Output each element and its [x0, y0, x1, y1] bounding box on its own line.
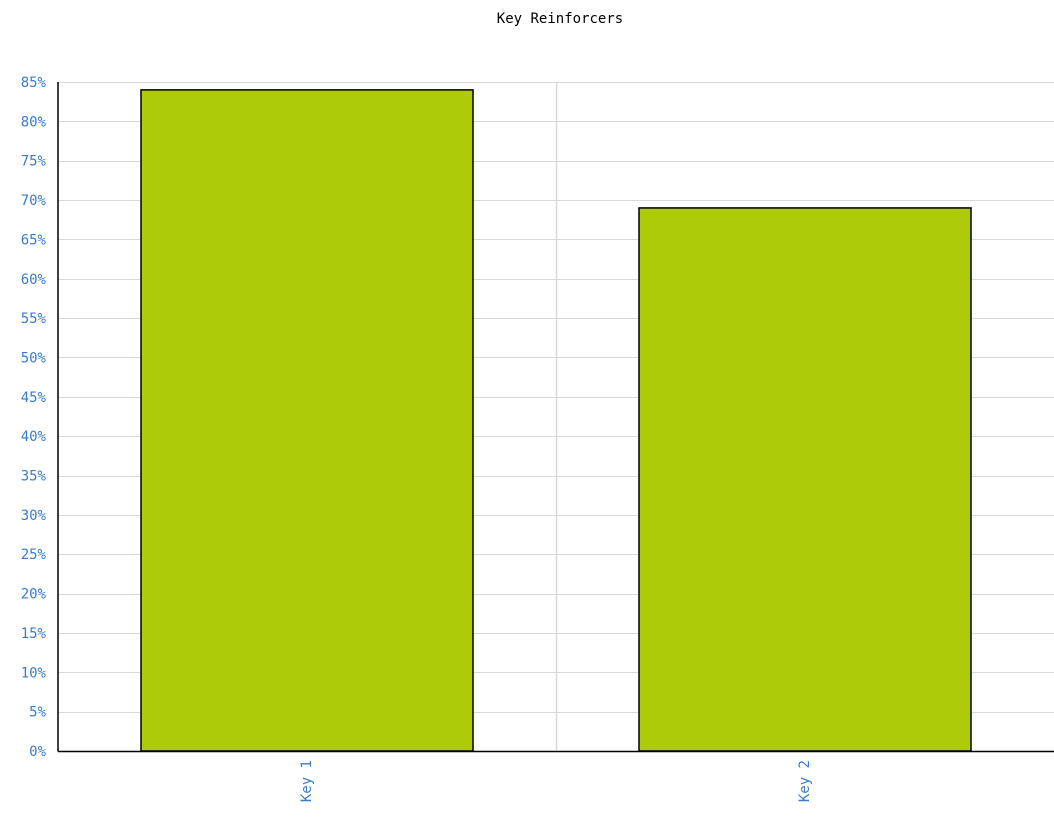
y-tick-label: 5% — [29, 705, 46, 721]
y-tick-label: 60% — [21, 272, 47, 288]
axes — [57, 82, 1054, 753]
y-tick-label: 10% — [21, 665, 47, 681]
y-tick-label: 0% — [29, 744, 46, 760]
bar-key-1 — [140, 89, 474, 752]
y-tick-label: 25% — [21, 547, 47, 563]
y-tick-label: 45% — [21, 390, 47, 406]
y-tick-label: 50% — [21, 350, 47, 366]
y-tick-label: 70% — [21, 193, 47, 209]
x-tick-labels: Key 1 Key 2 — [299, 760, 813, 802]
y-tick-label: 40% — [21, 429, 47, 445]
y-tick-label: 65% — [21, 232, 47, 248]
y-tick-label: 85% — [21, 75, 47, 91]
y-tick-label: 80% — [21, 114, 47, 130]
y-tick-label: 75% — [21, 154, 47, 170]
bar-key-2 — [638, 207, 972, 752]
bars — [140, 89, 972, 752]
y-tick-label: 55% — [21, 311, 47, 327]
y-tick-label: 35% — [21, 469, 47, 485]
y-tick-label: 20% — [21, 587, 47, 603]
x-tick-label: Key 1 — [299, 760, 315, 802]
y-tick-label: 15% — [21, 626, 47, 642]
y-tick-label: 30% — [21, 508, 47, 524]
y-tick-labels: 0% 5% 10% 15% 20% 25% 30% 35% 40% 45% 50% 55% 60% 65%… — [21, 75, 47, 760]
chart-title: Key Reinforcers — [496, 11, 624, 27]
x-tick-label: Key 2 — [797, 760, 813, 802]
